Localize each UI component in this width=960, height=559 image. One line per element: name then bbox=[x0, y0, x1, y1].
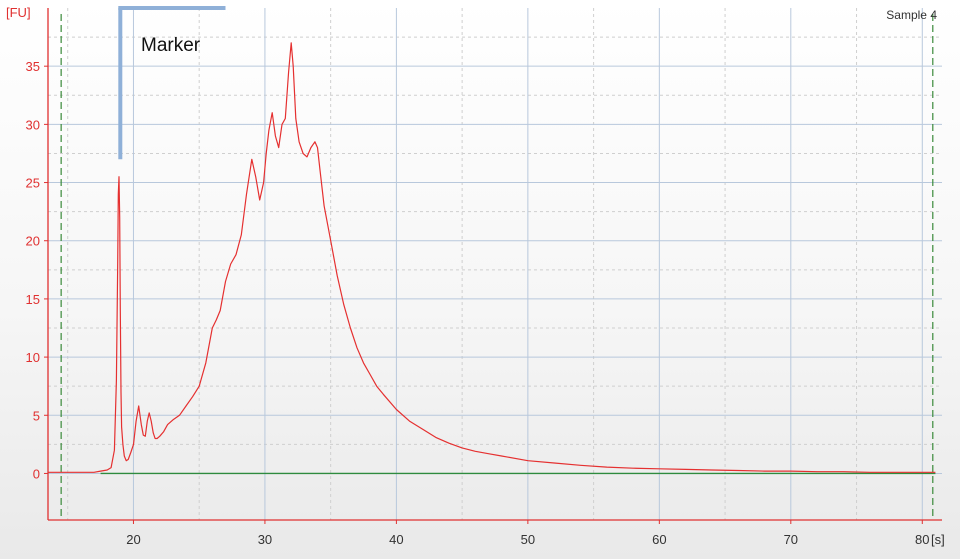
y-tick-label: 5 bbox=[33, 408, 40, 423]
y-tick-label: 0 bbox=[33, 466, 40, 481]
x-tick-label: 80 bbox=[915, 532, 929, 547]
y-tick-label: 15 bbox=[26, 292, 40, 307]
y-axis-unit: [FU] bbox=[6, 5, 31, 20]
y-tick-label: 10 bbox=[26, 350, 40, 365]
x-tick-label: 30 bbox=[258, 532, 272, 547]
x-tick-label: 50 bbox=[521, 532, 535, 547]
y-tick-label: 20 bbox=[26, 234, 40, 249]
x-tick-label: 20 bbox=[126, 532, 140, 547]
x-tick-label: 40 bbox=[389, 532, 403, 547]
y-tick-label: 30 bbox=[26, 117, 40, 132]
trace bbox=[48, 42, 936, 473]
boundary-lines bbox=[60, 14, 934, 520]
major-grid bbox=[48, 8, 942, 520]
y-tick-label: 25 bbox=[26, 176, 40, 191]
minor-grid bbox=[48, 8, 942, 520]
axes bbox=[47, 8, 942, 521]
x-tick-label: 60 bbox=[652, 532, 666, 547]
marker-label: Marker bbox=[141, 35, 201, 56]
y-tick-label: 35 bbox=[26, 59, 40, 74]
sample-label: Sample 4 bbox=[886, 8, 937, 22]
tick-labels: 0 5 10 15 20 25 30 35 20 30 40 50 60 70 80 bbox=[26, 59, 930, 547]
marker bbox=[118, 6, 226, 160]
x-tick-label: 70 bbox=[784, 532, 798, 547]
x-axis-unit: [s] bbox=[931, 532, 945, 547]
trace-line bbox=[48, 42, 936, 473]
